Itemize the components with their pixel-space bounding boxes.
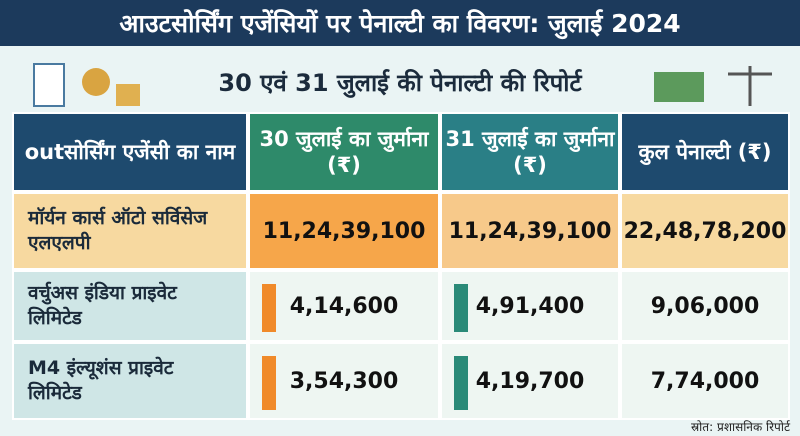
column-header: outसोर्सिंग एजेंसी का नाम: [12, 112, 248, 192]
amount-text: 11,24,39,100: [448, 218, 612, 244]
amount-text: 3,54,300: [289, 368, 399, 394]
decor-bar: [262, 356, 276, 410]
amount-text: 4,19,700: [475, 368, 585, 394]
column-header: 31 जुलाई का जुर्माना (₹): [440, 112, 620, 192]
decor-bar: [454, 356, 468, 410]
amount-cell: 11,24,39,100: [248, 192, 440, 270]
amount-cell: 9,06,000: [620, 270, 790, 342]
decor-bar: [454, 284, 468, 332]
amount-text: 9,06,000: [650, 293, 760, 319]
amount-text: 4,91,400: [475, 293, 585, 319]
amount-cell: 11,24,39,100: [440, 192, 620, 270]
amount-cell: 4,14,600: [248, 270, 440, 342]
amount-cell: 3,54,300: [248, 342, 440, 420]
column-header: कुल पेनाल्टी (₹): [620, 112, 790, 192]
amount-text: 22,48,78,200: [623, 218, 787, 244]
agency-text: M4 इंल्यूशंस प्राइवेट लिमिटेड: [28, 357, 174, 404]
agency-text: मॉर्यन कार्स ऑटो सर्विसेज एलएलपी: [28, 207, 208, 254]
agency-name: वर्चुअस इंडिया प्राइवेट लिमिटेड: [12, 270, 248, 342]
amount-cell: 4,91,400: [440, 270, 620, 342]
amount-text: 11,24,39,100: [262, 218, 426, 244]
amount-text: 7,74,000: [650, 368, 760, 394]
agency-name: M4 इंल्यूशंस प्राइवेट लिमिटेड: [12, 342, 248, 420]
source: स्रोत: प्रशासनिक रिपोर्ट: [690, 420, 790, 434]
agency-text: वर्चुअस इंडिया प्राइवेट लिमिटेड: [28, 282, 177, 329]
decor-bar: [262, 284, 276, 332]
column-header: 30 जुलाई का जुर्माना (₹): [248, 112, 440, 192]
icons-left: [33, 63, 140, 107]
icons-right: [654, 66, 772, 106]
amount-text: 4,14,600: [289, 293, 399, 319]
subtitle: 30 एवं 31 जुलाई की पेनाल्टी की रिपोर्ट: [218, 68, 582, 97]
amount-cell: 22,48,78,200: [620, 192, 790, 270]
amount-cell: 4,19,700: [440, 342, 620, 420]
amount-cell: 7,74,000: [620, 342, 790, 420]
title: आउटसोर्सिंग एजेंसियों पर पेनाल्टी का विव…: [0, 0, 800, 46]
agency-name: मॉर्यन कार्स ऑटो सर्विसेज एलएलपी: [12, 192, 248, 270]
